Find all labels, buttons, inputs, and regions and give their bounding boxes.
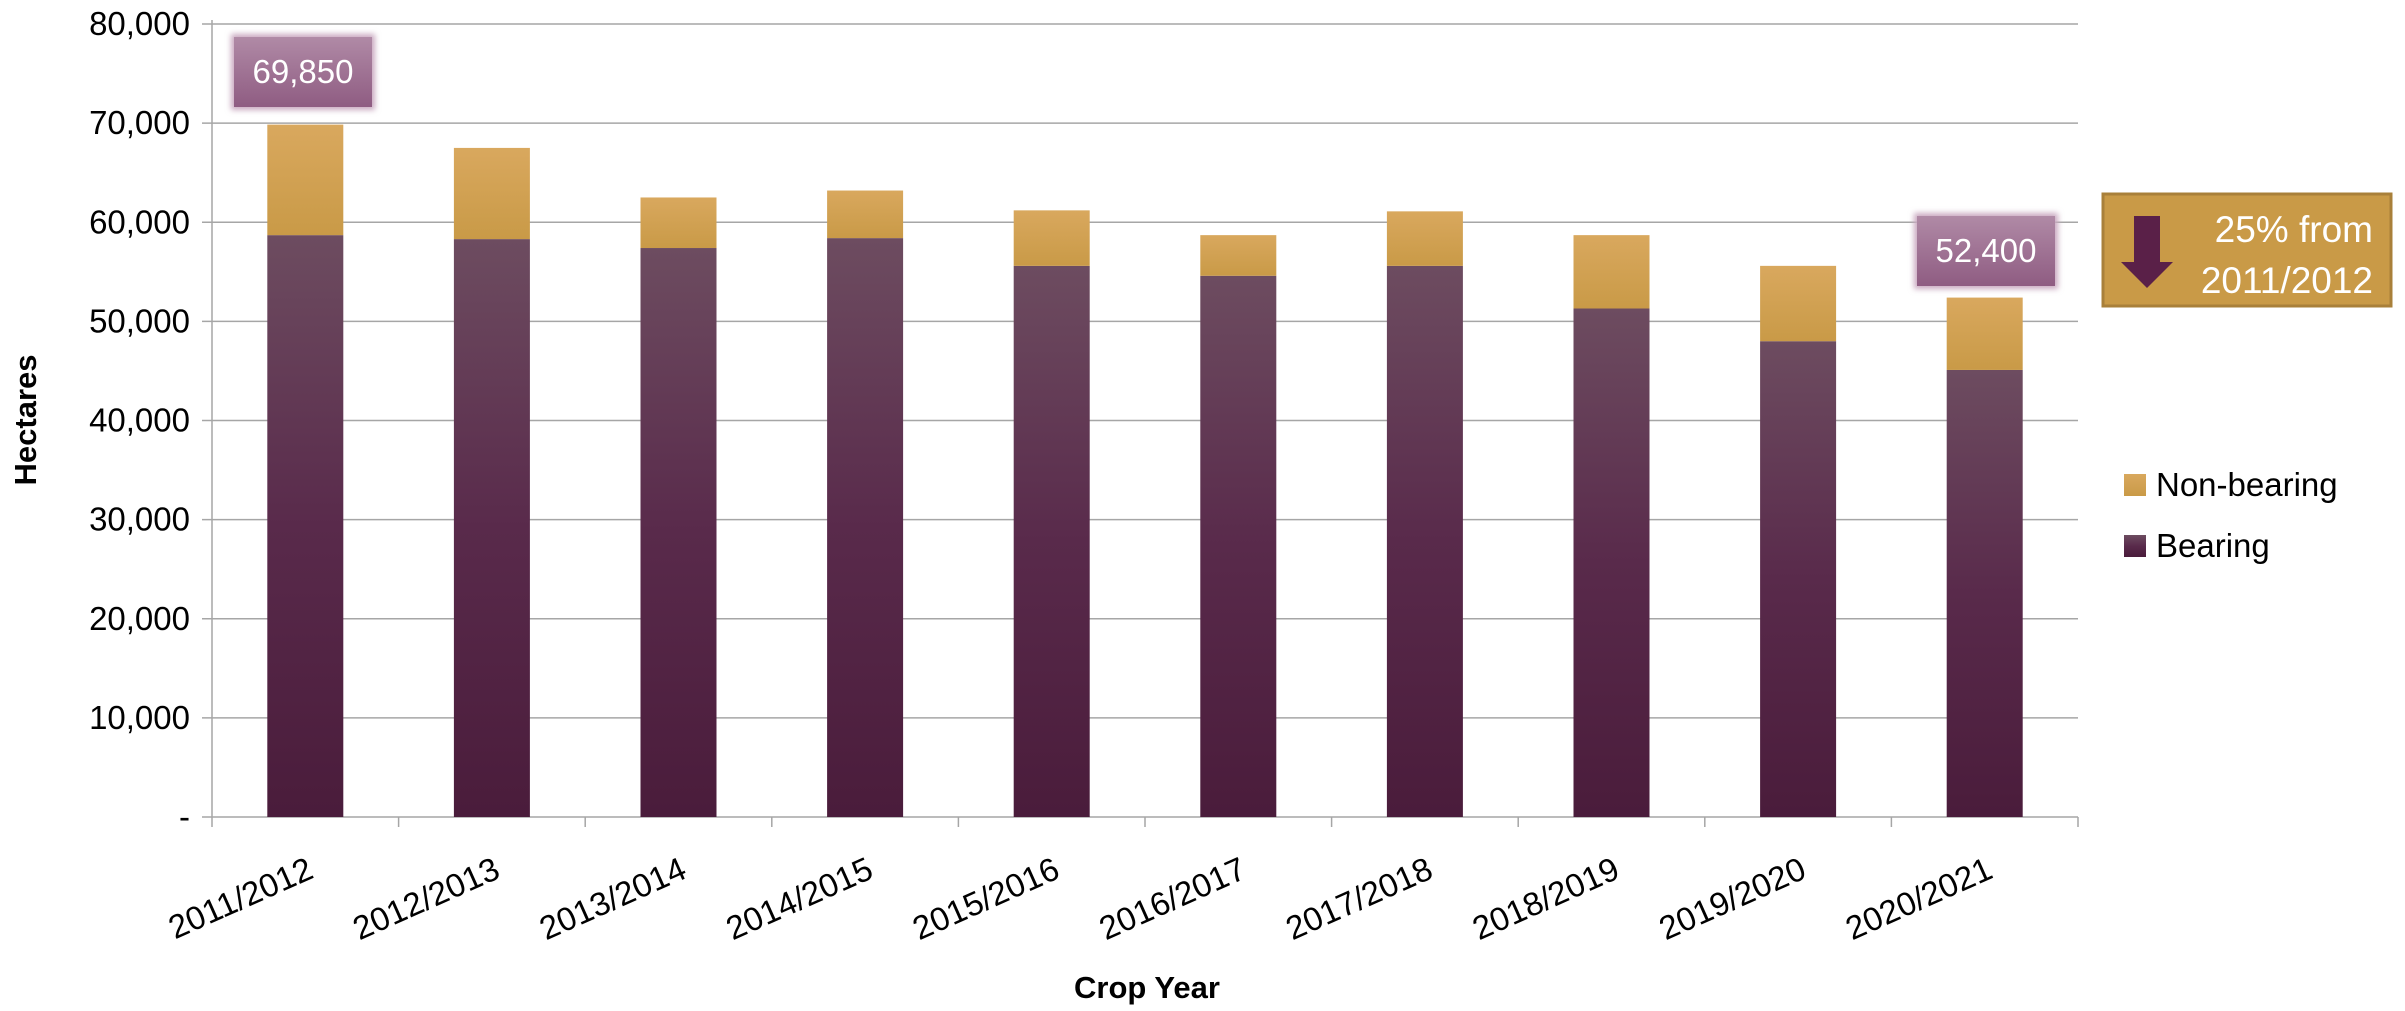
- bar-bearing: [267, 235, 344, 818]
- legend: Non-bearing Bearing: [2124, 466, 2338, 564]
- y-tick-label: 50,000: [89, 302, 190, 339]
- x-tick-label: 2013/2014: [534, 850, 692, 947]
- y-tick-label: 10,000: [89, 699, 190, 736]
- bar-bearing: [1013, 265, 1090, 817]
- x-tick-labels: 2011/2012 2012/2013 2013/2014 2014/2015 2015…: [163, 850, 1998, 947]
- bar-bearing: [1200, 275, 1277, 818]
- callout-box: [234, 37, 372, 107]
- bar-bearing: [1760, 341, 1837, 817]
- bar-bearing: [640, 248, 717, 817]
- y-tick-label: 40,000: [89, 402, 190, 439]
- y-axis-title: Hectares: [8, 355, 43, 486]
- legend-swatch-bearing: [2124, 535, 2146, 557]
- y-tick-label: 80,000: [89, 5, 190, 42]
- bar-non-bearing: [453, 147, 530, 240]
- bar-non-bearing: [1013, 210, 1090, 266]
- bar-bearing: [1946, 369, 2023, 817]
- value-callout: 52,400: [1914, 213, 2058, 289]
- change-note-line2: 2011/2012: [2201, 260, 2373, 301]
- legend-swatch-non-bearing: [2124, 474, 2146, 496]
- legend-item-bearing: Bearing: [2124, 527, 2270, 564]
- change-note: 25% from 2011/2012: [2101, 192, 2393, 308]
- legend-item-non-bearing: Non-bearing: [2124, 466, 2338, 503]
- y-tick-label: 20,000: [89, 600, 190, 637]
- legend-label-non-bearing: Non-bearing: [2156, 466, 2338, 503]
- bars: [267, 124, 2023, 818]
- x-tick-label: 2012/2013: [347, 850, 505, 947]
- x-tick-label: 2020/2021: [1840, 850, 1998, 947]
- x-tick-label: 2011/2012: [163, 850, 318, 946]
- y-tick-label: 60,000: [89, 203, 190, 240]
- y-tick-label: 70,000: [89, 104, 190, 141]
- bar-non-bearing: [1760, 265, 1837, 342]
- bar-non-bearing: [1200, 235, 1277, 276]
- x-tick-label: 2017/2018: [1280, 850, 1438, 947]
- bar-bearing: [1386, 265, 1463, 817]
- y-tick-label: 30,000: [89, 501, 190, 538]
- bar-bearing: [827, 238, 904, 818]
- bar-non-bearing: [1386, 211, 1463, 266]
- bar-non-bearing: [267, 124, 344, 236]
- value-callout: 69,850: [231, 34, 375, 110]
- down-arrow-icon: [2121, 216, 2173, 288]
- change-note-line1: 25% from: [2215, 209, 2373, 250]
- bar-non-bearing: [827, 190, 904, 239]
- bar-non-bearing: [1946, 297, 2023, 370]
- x-axis-title: Crop Year: [1074, 970, 1220, 1005]
- value-callouts: 69,850 52,400: [231, 34, 2058, 289]
- legend-label-bearing: Bearing: [2156, 527, 2270, 564]
- bar-non-bearing: [1573, 235, 1650, 309]
- y-tick-label: -: [179, 798, 190, 835]
- x-tick-label: 2014/2015: [720, 850, 878, 947]
- callout-box: [1917, 216, 2055, 286]
- callout-label: 52,400: [1936, 232, 2037, 269]
- x-tick-label: 2018/2019: [1467, 850, 1625, 947]
- x-tick-label: 2015/2016: [907, 850, 1065, 947]
- bar-bearing: [1573, 308, 1650, 817]
- bar-non-bearing: [640, 197, 717, 249]
- x-tick-label: 2016/2017: [1094, 850, 1252, 947]
- bar-bearing: [453, 239, 530, 817]
- callout-label: 69,850: [253, 53, 354, 90]
- x-tick-label: 2019/2020: [1653, 850, 1811, 947]
- y-tick-labels: - 10,000 20,000 30,000 40,000 50,000 60,000 70,…: [89, 5, 190, 835]
